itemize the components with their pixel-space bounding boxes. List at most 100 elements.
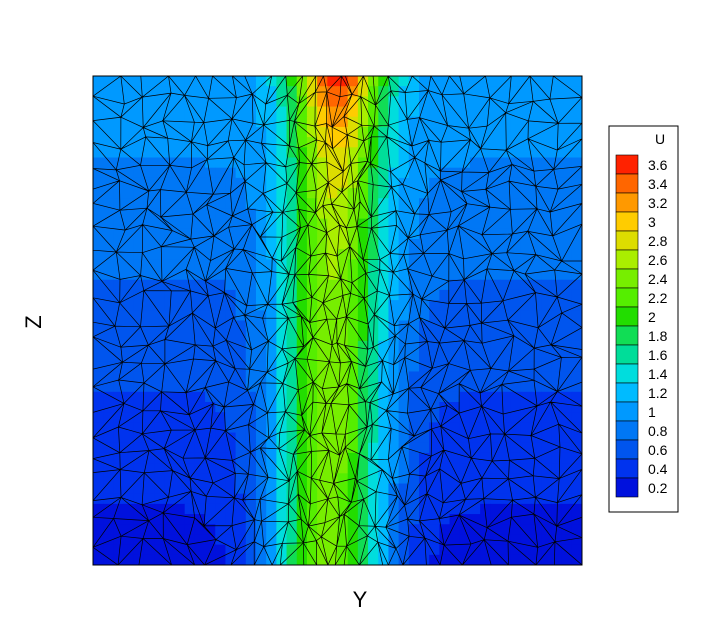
field-cell — [154, 422, 165, 434]
field-cell — [388, 228, 400, 240]
field-cell — [245, 188, 257, 199]
field-cell — [174, 381, 186, 393]
field-cell — [286, 503, 298, 515]
field-cell — [103, 228, 114, 240]
field-cell — [500, 422, 512, 434]
legend-label: 3.6 — [648, 157, 668, 173]
field-cell — [357, 147, 369, 159]
field-cell — [357, 351, 369, 362]
field-cell — [459, 239, 471, 250]
field-cell — [296, 259, 308, 271]
field-cell — [143, 371, 155, 383]
field-cell — [398, 483, 410, 495]
field-cell — [531, 106, 542, 118]
field-cell — [194, 269, 206, 281]
field-cell — [398, 381, 410, 393]
field-cell — [286, 300, 298, 311]
field-cell — [194, 147, 206, 159]
field-cell — [439, 300, 451, 311]
field-cell — [215, 330, 227, 342]
field-cell — [184, 320, 196, 332]
field-cell — [174, 524, 186, 536]
field-cell — [296, 503, 308, 515]
field-cell — [93, 503, 104, 515]
field-cell — [133, 177, 145, 189]
field-cell — [306, 503, 318, 515]
field-cell — [541, 177, 553, 189]
field-cell — [459, 351, 471, 362]
field-cell — [245, 259, 257, 271]
field-cell — [408, 412, 420, 423]
field-cell — [205, 249, 216, 260]
field-cell — [245, 391, 257, 403]
field-cell — [286, 188, 298, 199]
field-cell — [133, 116, 145, 128]
field-cell — [154, 340, 165, 352]
field-cell — [327, 300, 339, 311]
field-cell — [561, 381, 573, 393]
field-cell — [245, 534, 257, 546]
field-cell — [256, 289, 267, 301]
field-cell — [408, 544, 420, 556]
field-cell — [245, 442, 257, 454]
field-cell — [408, 300, 420, 311]
field-cell — [235, 371, 247, 383]
field-cell — [429, 279, 440, 291]
field-cell — [133, 259, 145, 271]
field-cell — [286, 320, 298, 332]
field-cell — [429, 463, 440, 474]
field-cell — [419, 259, 430, 271]
field-cell — [408, 361, 420, 373]
field-cell — [266, 493, 277, 505]
field-cell — [184, 371, 196, 383]
field-cell — [205, 269, 216, 281]
field-cell — [154, 361, 165, 373]
field-cell — [93, 86, 104, 97]
field-cell — [561, 147, 573, 159]
field-cell — [469, 524, 481, 536]
field-cell — [490, 514, 502, 525]
field-cell — [480, 106, 491, 118]
field-cell — [103, 483, 114, 495]
field-cell — [388, 554, 400, 565]
field-cell — [357, 177, 369, 189]
field-cell — [571, 361, 582, 373]
field-cell — [520, 76, 532, 87]
field-cell — [368, 452, 379, 464]
field-cell — [113, 524, 125, 536]
field-cell — [194, 473, 206, 485]
field-cell — [357, 116, 369, 128]
field-cell — [123, 554, 135, 565]
field-cell — [143, 228, 155, 240]
field-cell — [480, 76, 491, 87]
field-cell — [551, 208, 563, 220]
field-cell — [93, 371, 104, 383]
field-cell — [327, 147, 339, 159]
field-cell — [490, 554, 502, 565]
field-cell — [306, 483, 318, 495]
field-cell — [225, 381, 237, 393]
field-cell — [469, 177, 481, 189]
field-cell — [93, 412, 104, 423]
field-cell — [164, 402, 176, 413]
field-cell — [184, 544, 196, 556]
field-cell — [235, 208, 247, 220]
field-cell — [123, 157, 135, 169]
field-cell — [449, 188, 461, 199]
field-cell — [347, 391, 359, 403]
field-cell — [93, 473, 104, 485]
field-cell — [520, 524, 532, 536]
field-cell — [520, 208, 532, 220]
field-cell — [317, 157, 328, 169]
legend-swatch — [615, 439, 639, 460]
field-cell — [469, 402, 481, 413]
field-cell — [266, 320, 277, 332]
field-cell — [184, 269, 196, 281]
field-cell — [154, 86, 165, 97]
field-cell — [429, 86, 440, 97]
field-cell — [490, 126, 502, 138]
field-cell — [184, 279, 196, 291]
field-cell — [469, 554, 481, 565]
field-cell — [174, 452, 186, 464]
field-cell — [398, 514, 410, 525]
